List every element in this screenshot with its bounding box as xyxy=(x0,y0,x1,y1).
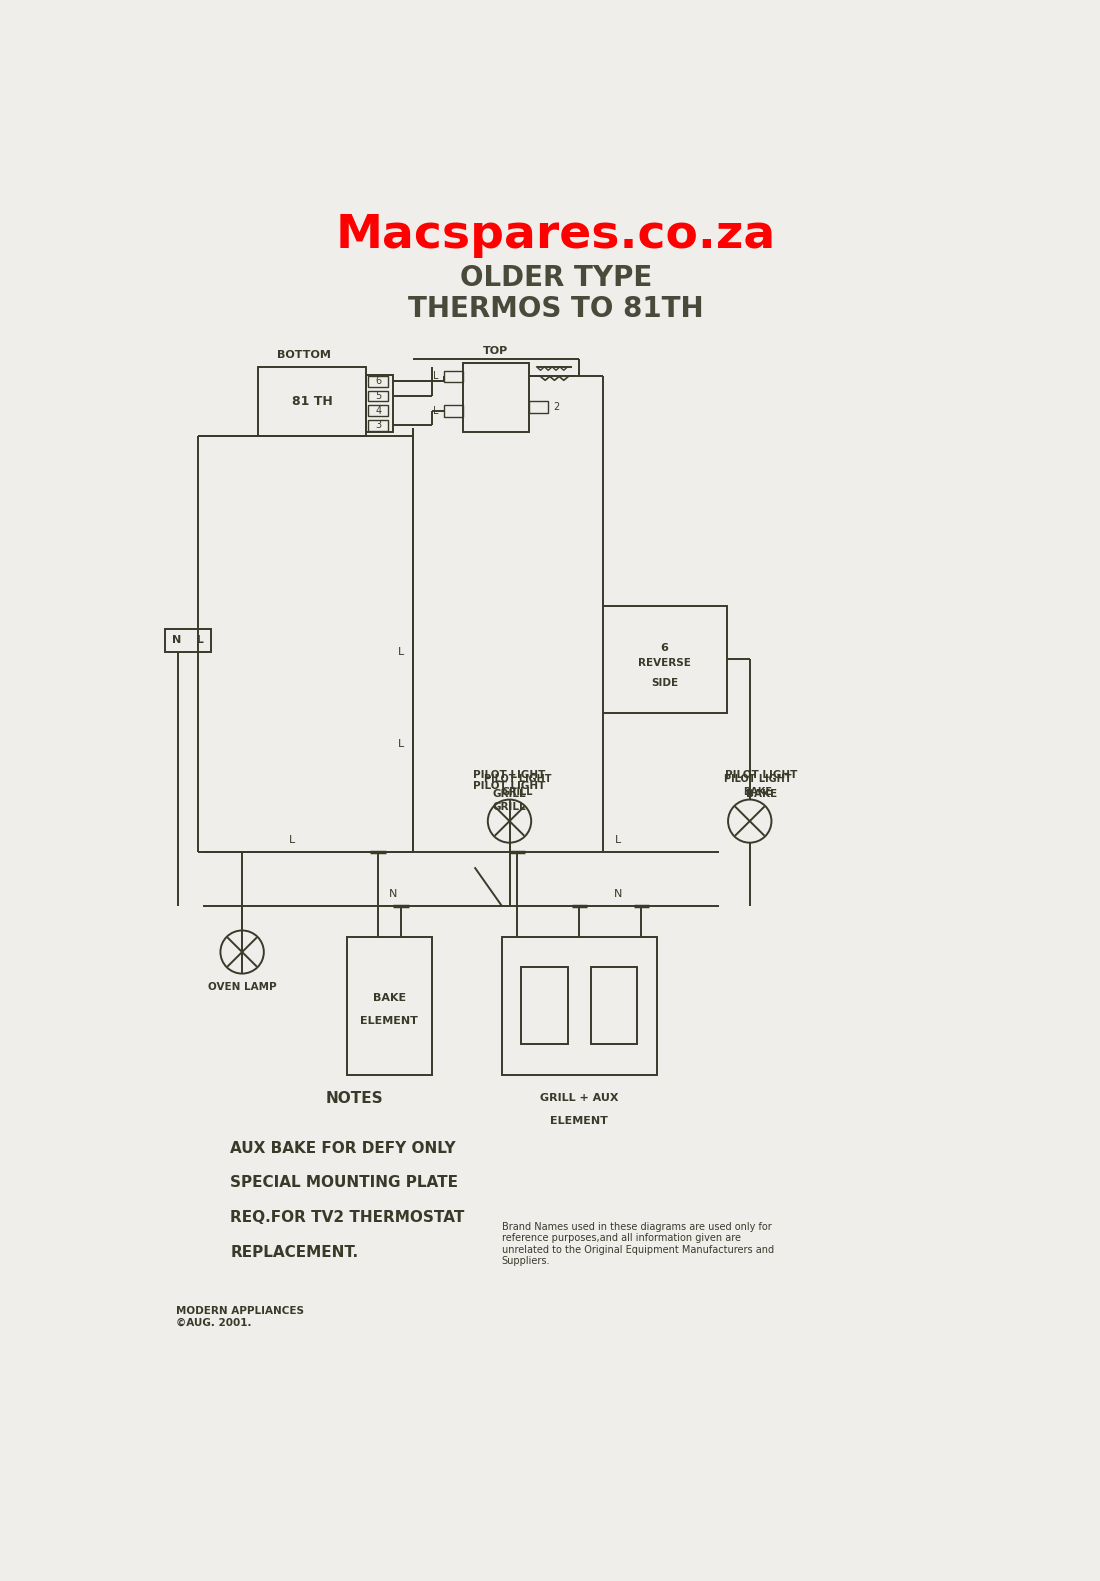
Text: ELEMENT: ELEMENT xyxy=(550,1116,608,1126)
Bar xyxy=(368,405,388,416)
Text: PILOT LIGHT: PILOT LIGHT xyxy=(473,770,546,779)
Text: THERMOS TO 81TH: THERMOS TO 81TH xyxy=(408,296,704,323)
Text: BAKE: BAKE xyxy=(373,993,406,1004)
Text: GRILL: GRILL xyxy=(502,787,534,797)
Text: ELEMENT: ELEMENT xyxy=(361,1017,418,1026)
Text: Brand Names used in these diagrams are used only for
reference purposes,and all : Brand Names used in these diagrams are u… xyxy=(502,1222,774,1266)
Text: L: L xyxy=(398,647,404,656)
Text: L: L xyxy=(433,406,439,416)
Text: OLDER TYPE: OLDER TYPE xyxy=(460,264,652,292)
Text: MODERN APPLIANCES
©AUG. 2001.: MODERN APPLIANCES ©AUG. 2001. xyxy=(176,1306,305,1328)
Text: 81 TH: 81 TH xyxy=(292,395,332,408)
Text: N: N xyxy=(614,889,623,900)
Bar xyxy=(257,367,366,436)
Text: L: L xyxy=(289,835,296,846)
Text: N    L: N L xyxy=(172,636,204,645)
Text: AUX BAKE FOR DEFY ONLY: AUX BAKE FOR DEFY ONLY xyxy=(231,1140,456,1156)
Bar xyxy=(443,405,463,417)
Text: 6: 6 xyxy=(375,376,382,386)
Text: PILOT LIGHT: PILOT LIGHT xyxy=(725,770,797,779)
Circle shape xyxy=(220,931,264,974)
Bar xyxy=(502,936,657,1075)
Bar xyxy=(366,375,394,432)
Text: L: L xyxy=(615,835,622,846)
Text: NOTES: NOTES xyxy=(326,1091,383,1105)
Text: PILOT LIGHT: PILOT LIGHT xyxy=(484,773,551,784)
Circle shape xyxy=(487,800,531,843)
Circle shape xyxy=(728,800,771,843)
Bar xyxy=(463,364,529,432)
Text: 2: 2 xyxy=(553,402,559,413)
Text: SIDE: SIDE xyxy=(651,678,678,688)
Text: BAKE: BAKE xyxy=(742,787,772,797)
Bar xyxy=(368,421,388,430)
Bar xyxy=(346,936,432,1075)
Text: Macspares.co.za: Macspares.co.za xyxy=(336,213,777,258)
Text: BAKE: BAKE xyxy=(746,789,777,798)
Text: 6: 6 xyxy=(661,643,669,653)
Bar xyxy=(443,370,463,383)
Text: N: N xyxy=(389,889,397,900)
Text: 3: 3 xyxy=(375,421,382,430)
Text: GRILL + AUX: GRILL + AUX xyxy=(540,1094,618,1104)
Text: GRILL: GRILL xyxy=(493,789,526,798)
Bar xyxy=(521,968,568,1045)
Text: GRILL: GRILL xyxy=(493,802,526,813)
Text: TOP: TOP xyxy=(483,346,508,356)
Text: BOTTOM: BOTTOM xyxy=(277,351,331,360)
Bar xyxy=(165,629,211,651)
Text: 5: 5 xyxy=(375,391,382,402)
Text: OVEN LAMP: OVEN LAMP xyxy=(208,982,276,991)
Bar xyxy=(368,376,388,387)
Text: 4: 4 xyxy=(375,406,382,416)
Text: REPLACEMENT.: REPLACEMENT. xyxy=(231,1244,359,1260)
Bar xyxy=(591,968,637,1045)
Bar xyxy=(529,402,548,413)
Text: REQ.FOR TV2 THERMOSTAT: REQ.FOR TV2 THERMOSTAT xyxy=(231,1209,465,1225)
Text: REVERSE: REVERSE xyxy=(638,658,691,669)
Text: SPECIAL MOUNTING PLATE: SPECIAL MOUNTING PLATE xyxy=(231,1175,459,1190)
Bar xyxy=(368,391,388,402)
Text: PILOT LIGHT: PILOT LIGHT xyxy=(473,781,546,792)
Bar xyxy=(603,606,726,713)
Text: L: L xyxy=(398,740,404,749)
Text: L: L xyxy=(433,372,439,381)
Text: PILOT LIGHT: PILOT LIGHT xyxy=(724,773,791,784)
